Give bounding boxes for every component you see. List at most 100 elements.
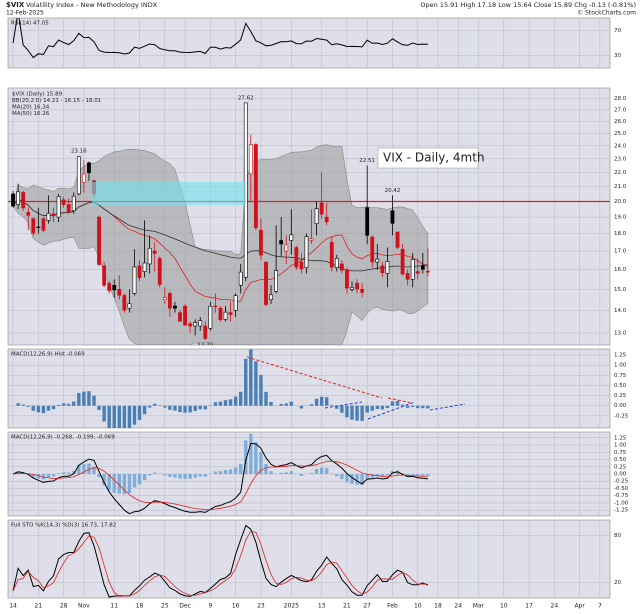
hist-bar [259, 375, 263, 406]
x-tick-label: 10 [414, 603, 422, 610]
hist-bar [31, 405, 35, 411]
x-tick-label: 16 [232, 603, 240, 610]
hist-bar [218, 401, 223, 406]
candle-body [279, 240, 284, 245]
hist-bar [421, 474, 425, 476]
x-tick-label: 17 [525, 603, 533, 610]
x-tick-label: 13 [318, 603, 326, 610]
candle-body [309, 238, 314, 241]
hist-bar [405, 474, 410, 476]
hist-bar [254, 442, 258, 474]
hist-bar [163, 474, 167, 476]
hist-bar [269, 471, 273, 474]
hist-bar [249, 433, 253, 474]
candle-body [248, 144, 253, 175]
candle-body [324, 216, 329, 223]
candle-body [208, 305, 213, 329]
y-tick-label: -0.25 [614, 413, 629, 419]
hist-bar [416, 405, 420, 409]
hist-bar [254, 361, 258, 406]
hist-bar [345, 474, 349, 483]
hist-bar [350, 474, 354, 484]
panel-label: MACD(12,26,9) Hist -0.069 [11, 352, 85, 358]
y-tick-label: 27.0 [614, 107, 627, 113]
candle-body [269, 294, 273, 300]
x-tick-label: Feb [387, 603, 398, 610]
panels: 30 70 RSI(14) 47.05 13.0 14.0 15.0 16.0 17.0 18.… [7, 17, 629, 610]
candle-body [284, 244, 289, 252]
x-tick-label: 25 [161, 603, 169, 610]
hist-bar [385, 474, 390, 476]
hist-bar [87, 391, 91, 406]
hist-bar [102, 405, 106, 422]
y-tick-label: 21.0 [614, 184, 627, 190]
candle-body [21, 192, 26, 209]
hist-bar [289, 401, 293, 406]
candle-body [188, 323, 193, 327]
hist-bar [284, 403, 288, 406]
hist-bar [375, 405, 379, 409]
ma50-line [12, 198, 428, 272]
hist-bar [365, 405, 369, 413]
candle-body [26, 212, 31, 216]
y-tick-label: 20.0 [614, 199, 627, 205]
hist-bar [127, 405, 132, 428]
hist-bar [228, 399, 233, 406]
hist-bar [355, 474, 359, 485]
hist-bar [314, 398, 319, 406]
hist-bar [395, 400, 400, 406]
candle-body [299, 261, 304, 270]
price-label: 22.51 [359, 158, 375, 164]
hist-bar [340, 405, 344, 413]
hist-bar [400, 404, 405, 406]
candle-body [97, 216, 101, 265]
candle-body [51, 213, 56, 217]
price-label: 27.62 [238, 96, 254, 102]
x-tick-label: Apr [574, 603, 585, 610]
candle-body [102, 265, 107, 286]
hist-bar [233, 467, 238, 474]
y-tick-label: 0.50 [614, 457, 627, 463]
symbol-name: Volatility Index - New Methodology INDX [26, 1, 158, 9]
hist-bar [122, 405, 127, 428]
x-tick-label: 18 [136, 603, 144, 610]
hist-bar [16, 403, 20, 406]
hist-bar [193, 405, 197, 411]
candle-body [294, 247, 299, 268]
y-tick-label: 0.25 [614, 464, 627, 470]
candle-body [213, 305, 218, 308]
y-tick-label: 0.50 [614, 383, 627, 389]
candle-body [122, 295, 127, 311]
hist-bar [137, 474, 142, 485]
d-line [12, 530, 428, 597]
hist-bar [249, 349, 253, 406]
y-tick-label: 23.0 [614, 156, 627, 162]
hist-bar [355, 405, 359, 421]
candle-body [162, 297, 167, 300]
hist-bar [416, 474, 420, 476]
hist-bar [132, 405, 137, 425]
plot [12, 433, 430, 515]
candle-body [334, 258, 339, 269]
hist-bar [335, 405, 339, 409]
hist-bar [56, 473, 61, 474]
hist-bar [21, 404, 25, 406]
candle-body [167, 293, 172, 309]
hist-bar [325, 397, 329, 406]
hist-bar [264, 464, 268, 474]
candle-body [380, 265, 385, 273]
hist-bar [239, 391, 243, 406]
candle-body [36, 226, 41, 229]
candle-body [370, 236, 375, 263]
hist-bar [41, 405, 46, 414]
price-label: 12.70 [197, 343, 213, 349]
hist-bar [188, 474, 192, 479]
y-tick-label: 0.00 [614, 403, 627, 409]
hist-bar [269, 401, 273, 406]
legend-entry: BB(20,2.0) 14.21 - 16.15 - 18.01 [12, 98, 101, 104]
candle-body [329, 241, 334, 268]
hist-bar [147, 405, 152, 408]
hist-bar [178, 474, 182, 479]
candle-body [218, 307, 223, 320]
hist-bar [198, 405, 202, 410]
